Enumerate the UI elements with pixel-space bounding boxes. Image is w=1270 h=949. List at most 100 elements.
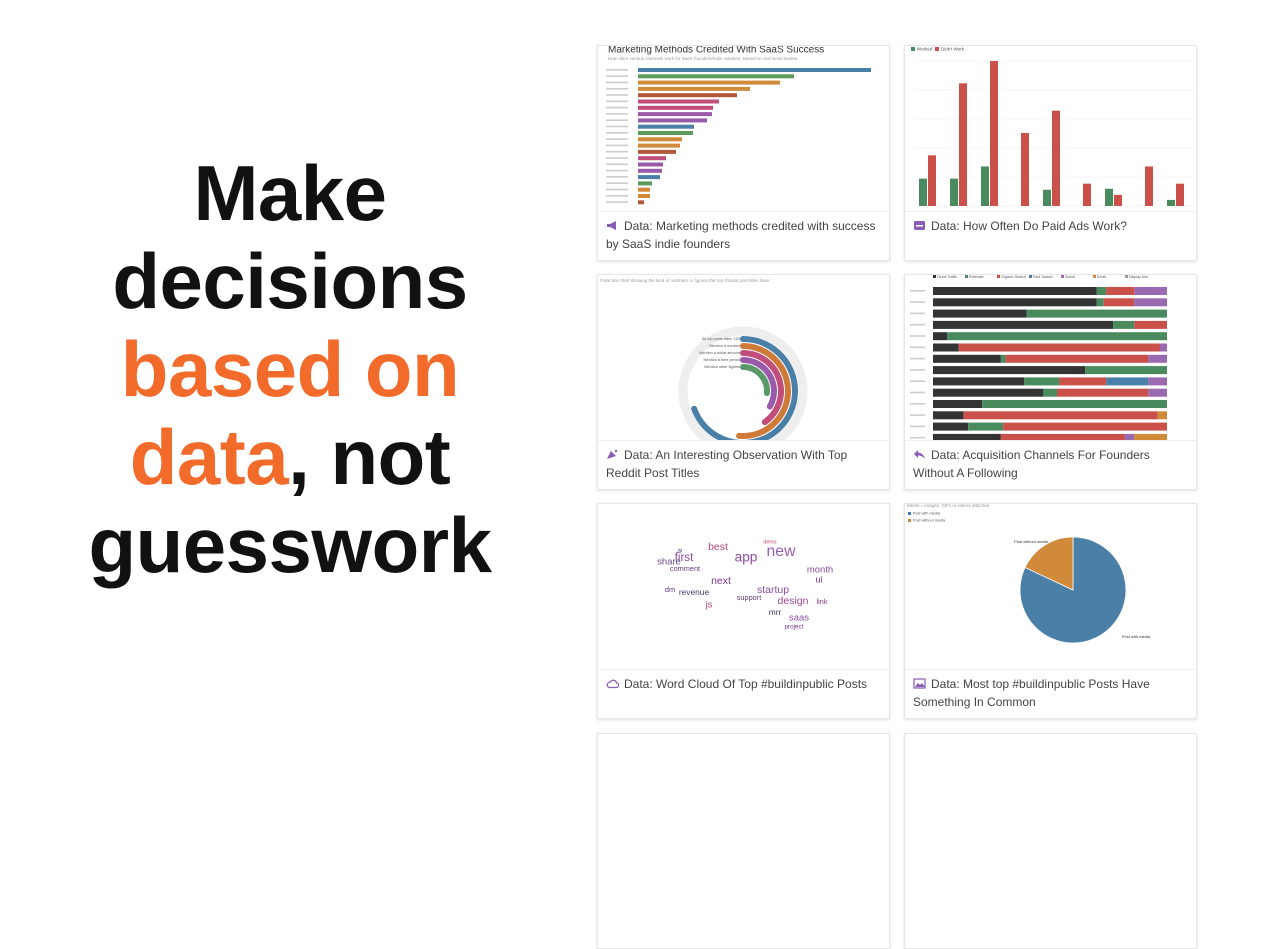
card[interactable] — [597, 733, 890, 949]
bar-segment — [1124, 433, 1135, 440]
label-stub — [606, 195, 628, 197]
legend-label: Referrals — [969, 275, 984, 279]
bar-segment — [1003, 422, 1167, 431]
arc-label: Mention a time period — [703, 358, 740, 362]
bar — [638, 131, 693, 135]
bar-segment — [933, 366, 1086, 375]
label-stub — [606, 106, 628, 109]
legend-label: Social — [1065, 275, 1075, 279]
icon — [914, 221, 925, 230]
bar — [638, 74, 794, 79]
bar-segment — [1096, 298, 1104, 307]
bar — [1167, 199, 1175, 206]
bar — [981, 166, 989, 206]
caption[interactable]: Data: Most top #buildinpublic Posts Have… — [913, 675, 1188, 711]
card[interactable] — [904, 733, 1197, 949]
word: share — [657, 557, 681, 568]
bar-segment — [1159, 343, 1167, 352]
caption-text: Data: Most top #buildinpublic Posts Have… — [913, 677, 1150, 709]
label-stub — [606, 75, 628, 77]
word: saas — [789, 613, 809, 624]
arc-label: Mention a dollar amount — [699, 351, 741, 355]
label-stub — [606, 87, 628, 90]
caption[interactable]: Data: Acquisition Channels For Founders … — [913, 446, 1188, 482]
word: js — [705, 600, 713, 611]
label-stub — [606, 188, 628, 191]
card[interactable]: Polar bar chart showing the kind of numb… — [597, 274, 890, 490]
card[interactable]: Media = images, GIFs or videos attached P… — [904, 503, 1197, 719]
headline: Make decisions based on data, not guessw… — [70, 149, 510, 589]
bar-segment — [933, 377, 1025, 386]
label-stub — [910, 369, 925, 371]
word: startup — [757, 584, 789, 596]
caption-text: Data: Word Cloud Of Top #buildinpublic P… — [624, 677, 868, 691]
bar-segment — [933, 298, 1097, 307]
bar — [638, 200, 644, 205]
arc — [740, 357, 777, 410]
caption-text: Data: Marketing methods credited with su… — [606, 219, 876, 251]
headline-text: Make decisions — [112, 149, 468, 325]
label-stub — [910, 346, 925, 349]
label-stub — [910, 357, 925, 360]
caption[interactable]: Data: Word Cloud Of Top #buildinpublic P… — [606, 675, 881, 693]
label-stub — [606, 144, 628, 147]
word: demo — [763, 539, 776, 545]
card[interactable]: best first app new share comment next month star… — [597, 503, 890, 719]
legend-swatch — [1125, 275, 1128, 278]
legend-label: Paid Search — [1033, 275, 1053, 279]
bar — [638, 99, 719, 104]
icon — [913, 678, 926, 689]
card[interactable]: Direct Traffic Referrals Organic Search Pai… — [904, 274, 1197, 490]
caption[interactable]: Data: An Interesting Observation With To… — [606, 446, 881, 482]
word: new — [767, 543, 797, 560]
bar — [1083, 183, 1091, 206]
bar — [1021, 132, 1029, 206]
bar-segment — [963, 411, 1158, 420]
bar — [638, 175, 660, 180]
bar-segment — [1113, 320, 1135, 329]
pie-slice — [1024, 536, 1074, 591]
bar-segment — [933, 433, 1001, 440]
bar — [990, 61, 998, 206]
bar-segment — [933, 388, 1043, 397]
label-stub — [606, 119, 628, 121]
bar-segment — [1134, 433, 1167, 440]
bar-segment — [1042, 388, 1058, 397]
icon — [607, 221, 616, 230]
bar-segment — [1057, 388, 1149, 397]
caption-text: Data: Acquisition Channels For Founders … — [913, 448, 1150, 480]
bar — [638, 168, 662, 173]
bar-segment — [933, 287, 1097, 295]
bar — [1043, 189, 1051, 206]
word: first — [675, 552, 694, 564]
caption[interactable]: Data: How Often Do Paid Ads Work? — [913, 217, 1188, 235]
word: revenue — [679, 587, 710, 597]
card[interactable]: Worked Didn't Work Data: How Often Do Pai… — [904, 45, 1197, 261]
thumbnail: Worked Didn't Work — [905, 47, 1196, 212]
thumbnail: Polar bar chart showing the kind of numb… — [598, 278, 889, 441]
bar-segment — [1148, 388, 1167, 397]
caption[interactable]: Data: Marketing methods credited with su… — [606, 217, 881, 253]
card[interactable]: Marketing Methods Credited With SaaS Suc… — [597, 45, 890, 261]
label-stub — [606, 201, 628, 203]
legend-label: Organic Search — [1001, 275, 1026, 279]
headline-highlight: based on data — [120, 325, 460, 501]
label-stub — [606, 163, 628, 166]
bar — [1052, 110, 1060, 206]
bar-segment — [1059, 377, 1107, 386]
arc-label: All top posts titles: 100 — [702, 337, 740, 341]
bar — [638, 143, 680, 148]
bar — [638, 149, 676, 154]
bar-segment — [1134, 298, 1167, 307]
word: next — [711, 575, 731, 587]
bar-segment — [933, 309, 1027, 318]
bar — [638, 162, 663, 167]
word: support — [737, 593, 762, 602]
label-stub — [910, 436, 925, 439]
arc-label: Mention other figures — [704, 365, 740, 369]
legend-swatch — [1093, 275, 1096, 278]
label-stub — [606, 113, 628, 115]
legend-label: Display Ads — [1129, 275, 1148, 279]
chart-subtitle: How often various channels work for SaaS… — [608, 56, 798, 61]
